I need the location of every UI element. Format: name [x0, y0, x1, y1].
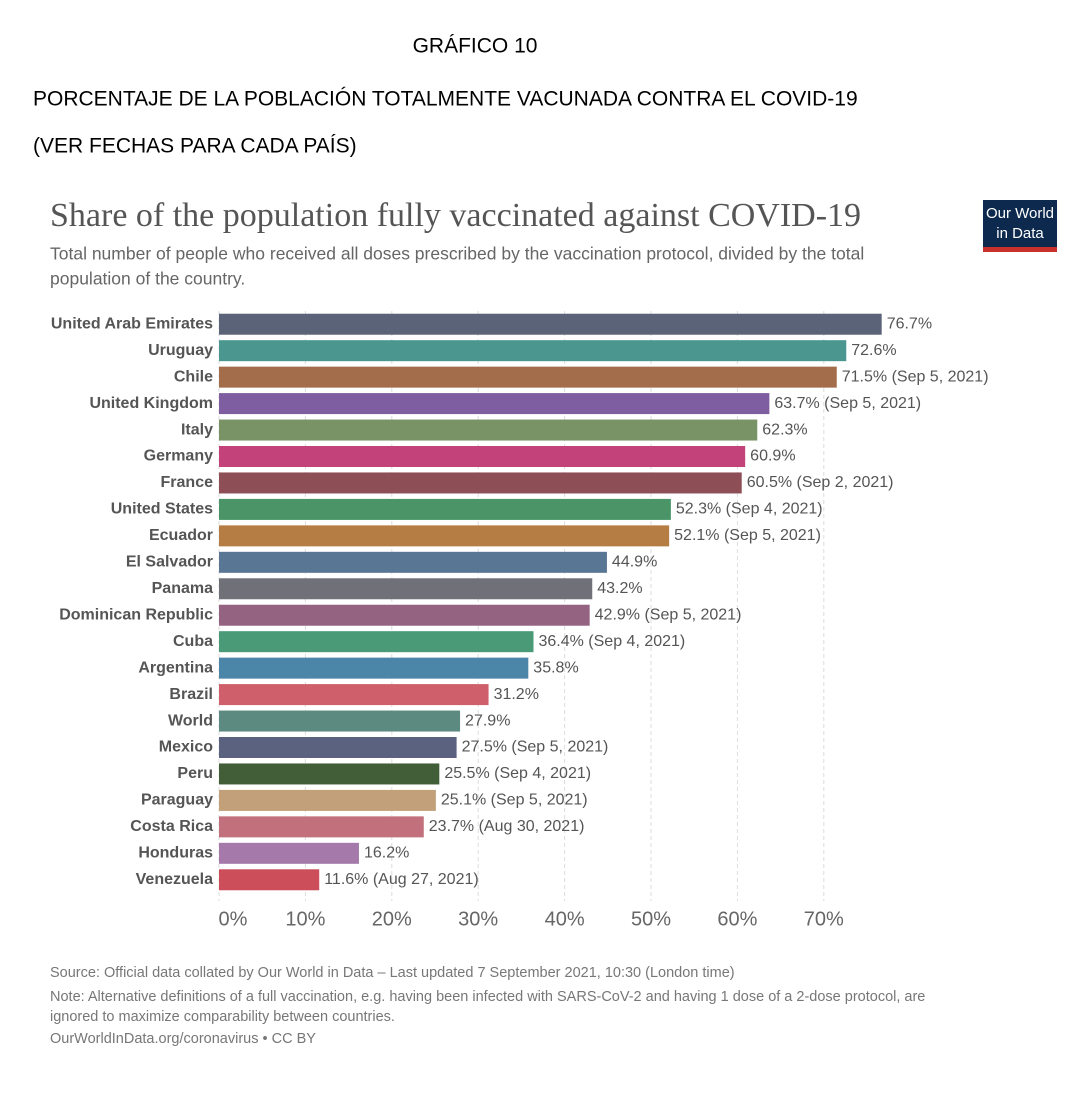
- chart-title: Share of the population fully vaccinated…: [50, 197, 861, 234]
- y-tick-label: Panama: [152, 580, 213, 597]
- y-tick-label: Italy: [181, 421, 213, 438]
- value-label: 63.7% (Sep 5, 2021): [774, 395, 921, 412]
- source: Source: Official data collated by Our Wo…: [50, 965, 735, 981]
- bar: [219, 551, 607, 573]
- value-label: 62.3%: [762, 421, 807, 438]
- y-tick-label: Honduras: [138, 845, 213, 862]
- value-label: 52.3% (Sep 4, 2021): [676, 501, 823, 518]
- x-tick-label: 10%: [285, 908, 325, 930]
- header-label: GRÁFICO 10: [413, 35, 538, 58]
- value-label: 31.2%: [494, 686, 539, 703]
- value-label: 72.6%: [851, 342, 896, 359]
- logo-text: in Data: [996, 225, 1044, 242]
- value-label: 36.4% (Sep 4, 2021): [538, 633, 685, 650]
- bar: [219, 313, 882, 335]
- note: ignored to maximize comparability betwee…: [50, 1009, 395, 1025]
- bar: [219, 525, 670, 547]
- value-label: 42.9% (Sep 5, 2021): [595, 606, 742, 623]
- y-tick-label: Venezuela: [136, 871, 213, 888]
- y-tick-label: Paraguay: [141, 792, 213, 809]
- bar: [219, 498, 671, 520]
- url: OurWorldInData.org/coronavirus • CC BY: [50, 1031, 316, 1047]
- x-tick-label: 20%: [372, 908, 412, 930]
- value-label: 16.2%: [364, 845, 409, 862]
- bar: [219, 789, 436, 811]
- value-label: 27.5% (Sep 5, 2021): [462, 739, 609, 756]
- bar: [219, 657, 529, 679]
- y-tick-label: Uruguay: [148, 342, 213, 359]
- y-tick-label: Argentina: [138, 659, 213, 676]
- value-label: 43.2%: [597, 580, 642, 597]
- bar: [219, 631, 534, 653]
- bar: [219, 472, 742, 494]
- value-label: 35.8%: [533, 659, 578, 676]
- value-label: 25.1% (Sep 5, 2021): [441, 792, 588, 809]
- value-label: 27.9%: [465, 712, 510, 729]
- bar: [219, 446, 746, 467]
- x-tick-label: 0%: [219, 908, 248, 930]
- bar: [219, 842, 359, 864]
- y-tick-label: France: [161, 474, 214, 491]
- bar: [219, 393, 770, 415]
- value-label: 23.7% (Aug 30, 2021): [429, 818, 585, 835]
- y-tick-label: Cuba: [173, 633, 213, 650]
- bar: [219, 737, 457, 758]
- bar: [219, 419, 758, 441]
- value-label: 71.5% (Sep 5, 2021): [842, 368, 989, 385]
- bar: [219, 578, 593, 600]
- x-tick-label: 70%: [804, 908, 844, 930]
- y-tick-label: Dominican Republic: [59, 606, 213, 623]
- y-tick-label: United States: [111, 501, 213, 518]
- y-tick-label: Chile: [174, 368, 213, 385]
- bar: [219, 816, 424, 838]
- bar: [219, 869, 320, 891]
- y-tick-label: Ecuador: [149, 527, 213, 544]
- y-tick-label: United Kingdom: [89, 395, 213, 412]
- y-tick-label: Brazil: [169, 686, 213, 703]
- logo: [983, 200, 1057, 252]
- x-tick-label: 40%: [545, 908, 585, 930]
- logo-text: Our World: [986, 205, 1054, 222]
- y-tick-label: World: [168, 712, 213, 729]
- x-tick-label: 30%: [458, 908, 498, 930]
- y-tick-label: El Salvador: [126, 554, 213, 571]
- chart-subtitle: Total number of people who received all …: [50, 244, 864, 264]
- x-tick-label: 50%: [631, 908, 671, 930]
- value-label: 11.6% (Aug 27, 2021): [324, 871, 478, 888]
- y-tick-label: Peru: [177, 765, 213, 782]
- value-label: 60.9%: [750, 448, 795, 465]
- bar: [219, 763, 440, 785]
- bar: [219, 340, 847, 362]
- y-tick-label: United Arab Emirates: [51, 315, 213, 332]
- bar: [219, 684, 489, 706]
- value-label: 25.5% (Sep 4, 2021): [444, 765, 591, 782]
- header-title: PORCENTAJE DE LA POBLACIÓN TOTALMENTE VA…: [33, 88, 858, 111]
- y-tick-label: Germany: [144, 448, 213, 465]
- chart-subtitle: population of the country.: [50, 269, 245, 289]
- bar: [219, 604, 590, 626]
- bar: [219, 366, 837, 388]
- note: Note: Alternative definitions of a full …: [50, 989, 925, 1005]
- header-subtitle: (VER FECHAS PARA CADA PAÍS): [33, 135, 357, 158]
- value-label: 60.5% (Sep 2, 2021): [747, 474, 894, 491]
- y-tick-label: Costa Rica: [130, 818, 213, 835]
- x-tick-label: 60%: [717, 908, 757, 930]
- value-label: 76.7%: [887, 315, 932, 332]
- bar: [219, 710, 461, 732]
- value-label: 52.1% (Sep 5, 2021): [674, 527, 821, 544]
- y-tick-label: Mexico: [159, 739, 213, 756]
- logo-bar: [983, 247, 1057, 252]
- value-label: 44.9%: [612, 554, 657, 571]
